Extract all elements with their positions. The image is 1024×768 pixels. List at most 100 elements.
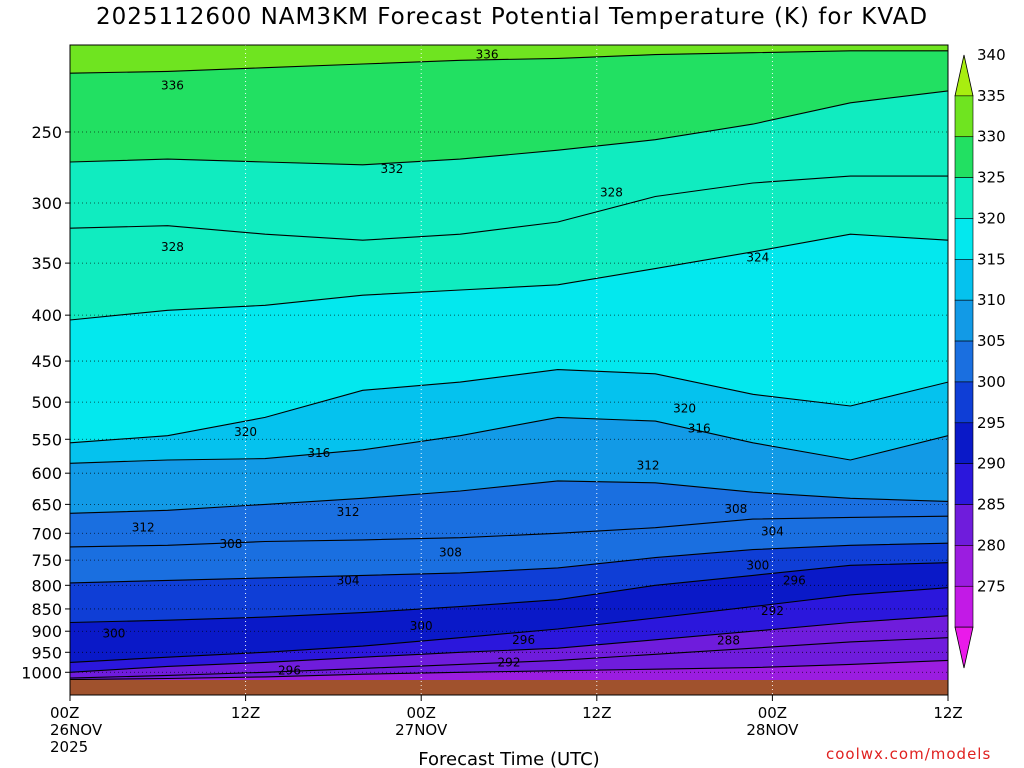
colorbar-tick-label: 285 xyxy=(977,496,1006,514)
colorbar-swatch xyxy=(954,95,974,138)
contour-label: 292 xyxy=(761,604,784,618)
contour-label: 296 xyxy=(512,633,535,647)
contour-line xyxy=(70,90,948,166)
contour-line xyxy=(70,50,948,74)
x-tick-label: 28NOV xyxy=(746,721,799,739)
contour-line xyxy=(70,233,948,321)
contour-line xyxy=(70,659,948,680)
y-tick-label: 1000 xyxy=(21,663,62,682)
contour-label: 320 xyxy=(673,401,696,415)
colorbar-tick-label: 330 xyxy=(977,128,1006,146)
contour-label: 332 xyxy=(380,162,403,176)
x-tick-label: 00Z xyxy=(50,704,79,722)
x-axis-label: Forecast Time (UTC) xyxy=(418,749,599,768)
x-tick-label: 12Z xyxy=(231,704,260,722)
y-tick-label: 950 xyxy=(31,643,62,662)
y-tick-label: 400 xyxy=(31,306,62,325)
y-tick-label: 250 xyxy=(31,123,62,142)
colorbar-tick-label: 300 xyxy=(977,373,1006,391)
x-tick-label: 27NOV xyxy=(395,721,448,739)
y-tick-label: 700 xyxy=(31,524,62,543)
contour-lines xyxy=(70,50,948,680)
contour-label: 328 xyxy=(161,240,184,254)
colorbar-tick-label: 295 xyxy=(977,414,1006,432)
contour-line xyxy=(70,175,948,241)
contour-label: 296 xyxy=(783,573,806,587)
colorbar-tick-label: 335 xyxy=(977,87,1006,105)
contour-label: 292 xyxy=(498,655,521,669)
colorbar-tick-label: 315 xyxy=(977,250,1006,268)
contour-line xyxy=(70,587,948,663)
x-tick-label: 12Z xyxy=(582,704,611,722)
contour-label: 312 xyxy=(637,458,660,472)
colorbar-swatch xyxy=(954,381,974,424)
colorbar-tick-label: 325 xyxy=(977,169,1006,187)
y-tick-label: 750 xyxy=(31,551,62,570)
contour-line xyxy=(70,615,948,673)
colorbar-tick-label: 310 xyxy=(977,291,1006,309)
contour-label: 320 xyxy=(234,425,257,439)
ground-strip xyxy=(70,680,948,695)
colorbar-swatch xyxy=(954,218,974,260)
contour-label: 300 xyxy=(746,558,769,572)
colorbar-extend-bottom xyxy=(954,626,974,669)
contour-label: 300 xyxy=(102,626,125,640)
contour-line xyxy=(70,480,948,514)
contour-label: 312 xyxy=(132,521,155,535)
contour-label: 304 xyxy=(337,573,360,587)
contour-label: 288 xyxy=(717,634,740,648)
y-tick-label: 300 xyxy=(31,194,62,213)
x-tick-label: 2025 xyxy=(50,738,88,756)
colorbar-tick-label: 320 xyxy=(977,210,1006,228)
y-tick-label: 650 xyxy=(31,495,62,514)
contour-label: 308 xyxy=(724,502,747,516)
colorbar-tick-label: 340 xyxy=(977,46,1006,64)
grid-lines xyxy=(70,45,948,695)
y-tick-label: 500 xyxy=(31,393,62,412)
contour-label: 304 xyxy=(761,525,784,539)
y-tick-label: 450 xyxy=(31,352,62,371)
contour-labels: 336 336 332 328 328 324 320 320 316 316 312 312 312 3… xyxy=(102,48,805,678)
x-tick-label: 00Z xyxy=(407,704,436,722)
colorbar-tick-label: 280 xyxy=(977,536,1006,554)
contour-label: 296 xyxy=(278,663,301,677)
contour-label: 328 xyxy=(600,185,623,199)
y-axis: 250 300 350 400 450 500 550 600 650 700 750 800 850 9… xyxy=(21,123,70,682)
credit-link[interactable]: coolwx.com/models xyxy=(826,745,992,763)
colorbar-swatch xyxy=(954,545,974,587)
contour-label: 336 xyxy=(476,48,499,62)
y-tick-label: 900 xyxy=(31,622,62,641)
colorbar-tick-label: 290 xyxy=(977,455,1006,473)
colorbar-swatch xyxy=(954,340,974,383)
contour-line xyxy=(70,416,948,464)
colorbar-swatch xyxy=(954,299,974,342)
contour-line xyxy=(70,515,948,548)
colorbar-extend-top xyxy=(954,54,974,97)
contour-label: 316 xyxy=(688,421,711,435)
colorbar-tick-label: 275 xyxy=(977,577,1006,595)
contour-label: 324 xyxy=(746,251,769,265)
colorbar-swatch xyxy=(954,504,974,546)
colorbar-swatch xyxy=(954,136,974,178)
plot-frame xyxy=(69,44,949,696)
colorbar-swatch xyxy=(954,177,974,219)
temperature-fill-bands xyxy=(70,45,948,680)
x-tick-label: 12Z xyxy=(933,704,962,722)
x-tick-label: 00Z xyxy=(758,704,787,722)
y-tick-label: 350 xyxy=(31,254,62,273)
colorbar-swatch xyxy=(954,463,974,505)
contour-label: 308 xyxy=(220,537,243,551)
contour-label: 336 xyxy=(161,79,184,93)
contour-line xyxy=(70,637,948,679)
colorbar-tick-label: 305 xyxy=(977,332,1006,350)
y-tick-label: 800 xyxy=(31,576,62,595)
contour-line xyxy=(70,369,948,444)
chart-title: 2025112600 NAM3KM Forecast Potential Tem… xyxy=(95,4,929,30)
contour-label: 316 xyxy=(307,446,330,460)
y-tick-label: 600 xyxy=(31,464,62,483)
x-tick-label: 26NOV xyxy=(50,721,103,739)
contour-label: 308 xyxy=(439,545,462,559)
contour-label: 312 xyxy=(337,505,360,519)
